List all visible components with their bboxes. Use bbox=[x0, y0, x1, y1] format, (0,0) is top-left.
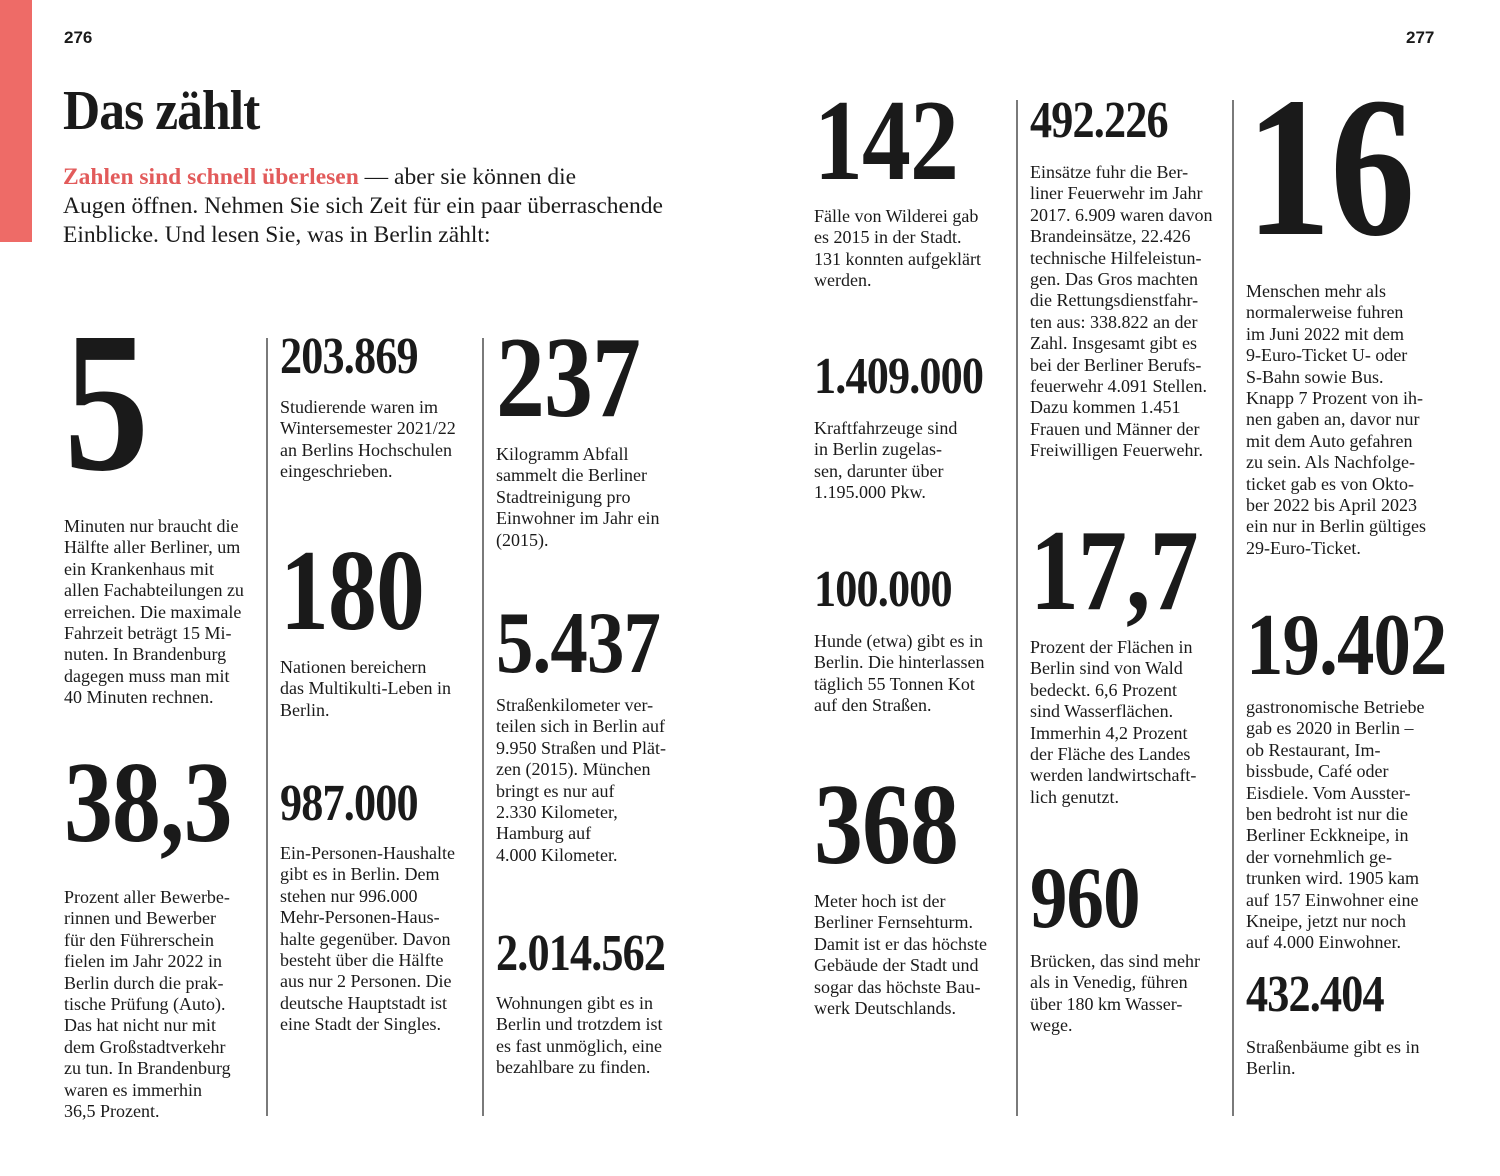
fact-text: Ein-Personen-Haushalte gibt es in Berlin… bbox=[280, 843, 455, 1035]
fact-text: gastronomische Betriebe gab es 2020 in B… bbox=[1246, 697, 1425, 953]
column-rule bbox=[1016, 100, 1018, 1116]
fact-text: Kilogramm Abfall sammelt die Berliner St… bbox=[496, 444, 660, 550]
accent-bar bbox=[0, 0, 32, 242]
fact-number: 237 bbox=[496, 314, 641, 441]
fact-number: 492.226 bbox=[1030, 92, 1169, 149]
fact-number: 5.437 bbox=[496, 595, 661, 692]
fact-text: Brücken, das sind mehr als in Venedig, f… bbox=[1030, 951, 1200, 1036]
fact-number: 16 bbox=[1246, 57, 1415, 278]
fact-text: Wohnungen gibt es in Berlin und trotzdem… bbox=[496, 993, 663, 1078]
column-rule bbox=[482, 338, 484, 1116]
fact-number: 987.000 bbox=[280, 775, 419, 832]
fact-number: 203.869 bbox=[280, 328, 419, 385]
page-number-left: 276 bbox=[64, 28, 93, 47]
fact-text: Fälle von Wilderei gab es 2015 in der St… bbox=[814, 206, 981, 291]
fact-number: 2.014.562 bbox=[496, 925, 666, 982]
fact-text: Minuten nur braucht die Hälfte aller Ber… bbox=[64, 516, 244, 708]
fact-number: 100.000 bbox=[814, 561, 953, 618]
page-number-right: 277 bbox=[1406, 28, 1435, 47]
fact-text: Studierende waren im Wintersemester 2021… bbox=[280, 397, 456, 482]
column-rule bbox=[1232, 100, 1234, 1116]
fact-number: 142 bbox=[814, 77, 959, 204]
fact-text: Straßenbäume gibt es in Berlin. bbox=[1246, 1037, 1420, 1079]
fact-text: Nationen bereichern das Multikulti-Leben… bbox=[280, 657, 451, 720]
fact-number: 19.402 bbox=[1246, 597, 1447, 694]
fact-number: 432.404 bbox=[1246, 966, 1385, 1023]
fact-number: 17,7 bbox=[1030, 507, 1199, 634]
fact-text: Einsätze fuhr die Ber- liner Feuerwehr i… bbox=[1030, 162, 1213, 461]
fact-number: 180 bbox=[280, 527, 425, 654]
fact-text: Prozent aller Bewerbe- rinnen und Bewerb… bbox=[64, 887, 231, 1122]
fact-number: 38,3 bbox=[64, 739, 233, 866]
fact-text: Meter hoch ist der Berliner Fernsehturm.… bbox=[814, 891, 987, 1019]
fact-text: Kraftfahrzeuge sind in Berlin zugelas- s… bbox=[814, 418, 958, 503]
fact-text: Prozent der Flächen in Berlin sind von W… bbox=[1030, 637, 1197, 807]
fact-text: Straßenkilometer ver- teilen sich in Ber… bbox=[496, 695, 666, 865]
intro-text: — aber sie können die Augen öffnen. Nehm… bbox=[63, 164, 663, 248]
fact-text: Hunde (etwa) gibt es in Berlin. Die hint… bbox=[814, 631, 985, 716]
intro-paragraph: Zahlen sind schnell überlesen — aber sie… bbox=[63, 163, 663, 250]
intro-highlight: Zahlen sind schnell überlesen bbox=[63, 164, 359, 190]
fact-number: 960 bbox=[1030, 850, 1141, 947]
page-title: Das zählt bbox=[63, 80, 260, 142]
fact-number: 1.409.000 bbox=[814, 348, 984, 405]
column-rule bbox=[266, 338, 268, 1116]
fact-number: 368 bbox=[814, 761, 959, 888]
fact-number: 5 bbox=[64, 292, 149, 513]
fact-text: Menschen mehr als normalerweise fuhren i… bbox=[1246, 281, 1426, 558]
